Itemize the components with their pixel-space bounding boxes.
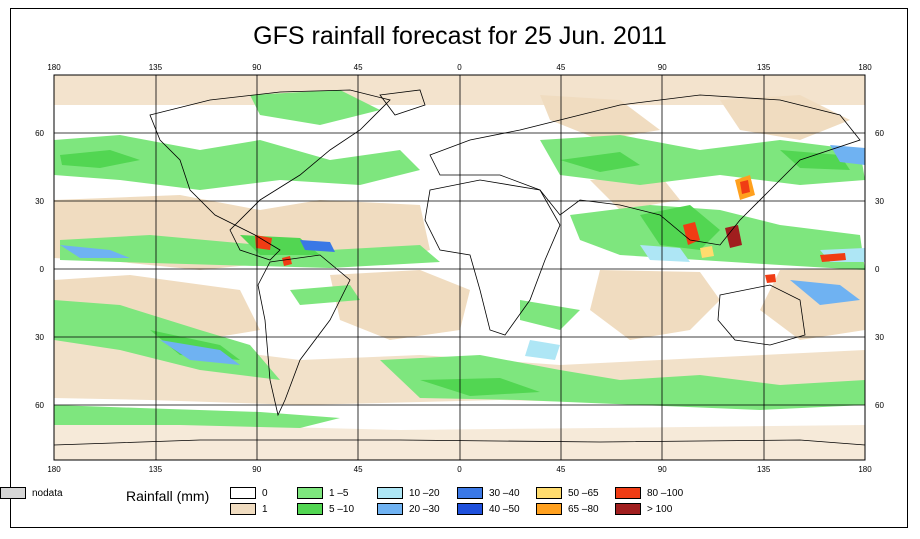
legend-item: 20 –30 [377,502,440,516]
lon-tick-label-top: 90 [252,63,261,72]
legend-label: 1 [262,503,268,515]
lon-ticks-bottom: 180 135 90 45 0 45 90 135 180 [47,465,872,474]
graticule [54,75,865,460]
south-america-outline [257,254,351,417]
lat-tick-label-right: 0 [875,265,880,274]
lat-tick-label-left: 0 [40,265,45,274]
legend-swatch [0,487,26,499]
legend-title: Rainfall (mm) [126,488,210,504]
legend-item: 65 –80 [536,502,599,516]
legend-label: 0 [262,487,268,499]
lon-tick-label-top: 45 [556,63,565,72]
legend-item: 10 –20 [377,486,440,500]
lon-tick-label-top: 135 [149,63,163,72]
lon-tick-label-bottom: 0 [457,465,462,474]
legend-label: 65 –80 [568,503,599,515]
lon-tick-label-bottom: 135 [149,465,163,474]
lon-tick-label-bottom: 135 [757,465,771,474]
lon-tick-label-top: 135 [757,63,771,72]
coastlines [54,89,865,446]
africa-outline [424,179,561,336]
legend-swatch [297,487,323,499]
rainfall-field [54,75,865,460]
legend-swatch [377,503,403,515]
lon-tick-label-bottom: 45 [556,465,565,474]
lon-tick-label-top: 90 [658,63,667,72]
legend-swatch [457,503,483,515]
legend-swatch [230,487,256,499]
legend-label: 30 –40 [489,487,520,499]
legend-label: 10 –20 [409,487,440,499]
legend-swatch [230,503,256,515]
greenland-outline [379,89,426,116]
lon-tick-label-top: 180 [47,63,61,72]
lat-tick-label-right: 60 [875,401,884,410]
lon-tick-label-top: 180 [858,63,872,72]
lon-tick-label-bottom: 45 [354,465,363,474]
legend-swatch [457,487,483,499]
legend-swatch [536,487,562,499]
lon-tick-label-bottom: 90 [252,465,261,474]
map-title: GFS rainfall forecast for 25 Jun. 2011 [253,22,667,50]
lat-tick-label-left: 60 [35,129,44,138]
lat-ticks-left: 60 30 0 30 60 [35,129,44,410]
legend-swatch [536,503,562,515]
legend-label: > 100 [647,503,673,515]
legend-item: > 100 [615,502,672,516]
legend-label: 50 –65 [568,487,599,499]
legend-swatch [615,487,641,499]
lat-tick-label-right: 60 [875,129,884,138]
legend-item: 50 –65 [536,486,599,500]
lat-tick-label-left: 30 [35,333,44,342]
legend-item: 40 –50 [457,502,520,516]
legend-label: 80 –100 [647,487,684,499]
figure-frame [10,8,908,528]
legend-item: 1 –5 [297,486,348,500]
legend-swatch [615,503,641,515]
antarctica-outline [54,439,865,446]
eurasia-outline [429,94,861,246]
lat-ticks-right: 60 30 0 30 60 [875,129,884,410]
lon-ticks-top: 180 135 90 45 0 45 90 135 180 [47,63,872,72]
legend-item: 1 [230,502,268,516]
lat-tick-label-right: 30 [875,197,884,206]
lat-tick-label-left: 30 [35,197,44,206]
lon-tick-label-top: 0 [457,63,462,72]
lon-tick-label-top: 45 [354,63,363,72]
legend-item: 30 –40 [457,486,520,500]
legend-item: 80 –100 [615,486,683,500]
legend-item: nodata [0,486,63,500]
north-america-outline [149,89,391,261]
legend-item: 5 –10 [297,502,354,516]
lon-tick-label-bottom: 90 [658,465,667,474]
lon-tick-label-bottom: 180 [47,465,61,474]
rain-heavy-areas [255,175,846,283]
legend-label: 40 –50 [489,503,520,515]
australia-outline [717,284,806,346]
lat-tick-label-right: 30 [875,333,884,342]
legend-swatch [377,487,403,499]
legend-swatch [297,503,323,515]
legend-item: 0 [230,486,268,500]
lon-tick-label-bottom: 180 [858,465,872,474]
legend-label: 1 –5 [329,487,349,499]
legend-label: nodata [32,487,63,499]
lat-tick-label-left: 60 [35,401,44,410]
legend-label: 5 –10 [329,503,355,515]
map-border [53,74,866,461]
legend-label: 20 –30 [409,503,440,515]
